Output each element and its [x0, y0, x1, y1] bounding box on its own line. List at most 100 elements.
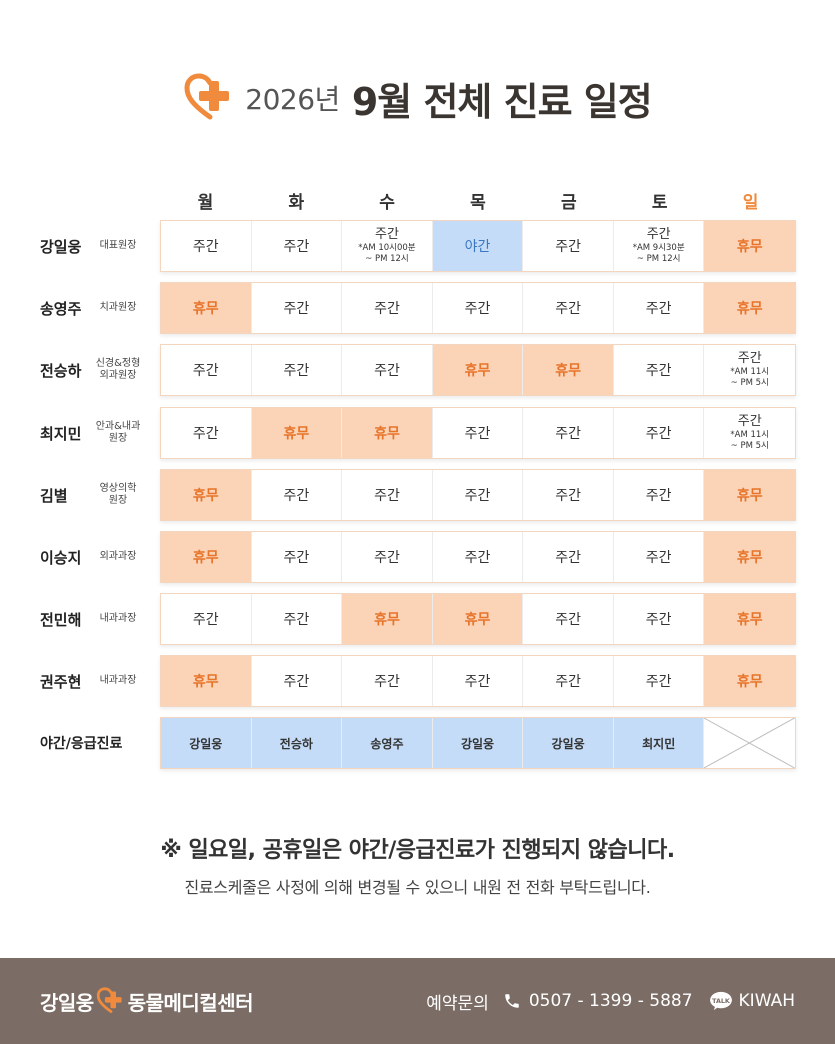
- doctor-name: 송영주: [40, 299, 82, 318]
- schedule-cell: 주간: [523, 532, 614, 582]
- cell-hours: ~ PM 12시: [365, 253, 409, 264]
- schedule-cell: 주간 *AM 9시30분 ~ PM 12시: [614, 221, 705, 271]
- title-main: 9월 전체 진료 일정: [351, 79, 653, 124]
- doctor-title: 대표원장: [88, 240, 148, 253]
- schedule-row: 휴무 주간 주간 주간 주간 주간 휴무: [160, 531, 796, 583]
- schedule-cell: 주간: [614, 345, 705, 395]
- doctor-title-line: 외과원장: [99, 370, 137, 381]
- schedule-cell: 휴무: [523, 345, 614, 395]
- cell-status: 휴무: [192, 301, 219, 317]
- emergency-doctor-cell: 강일웅: [432, 718, 524, 768]
- cell-status: 주간: [283, 550, 310, 566]
- cell-status: 주간: [645, 426, 672, 442]
- doctor-title-line: 안과&내과: [95, 420, 141, 432]
- schedule-cell: 주간 *AM 11시 ~ PM 5시: [704, 345, 795, 395]
- schedule-cell: 주간 *AM 10시00분 ~ PM 12시: [342, 221, 433, 271]
- schedule-cell: 주간: [252, 656, 343, 706]
- schedule-cell: 휴무: [704, 594, 796, 644]
- cell-hours: *AM 11시: [730, 366, 770, 377]
- schedule-cell: 주간: [252, 532, 343, 582]
- schedule-cell: 휴무: [342, 594, 433, 644]
- cross-out-icon: [704, 718, 796, 768]
- schedule-cell: 휴무: [704, 283, 796, 333]
- cell-status: 주간: [737, 351, 762, 367]
- doctor-label: 전민해 내과과장: [18, 593, 158, 645]
- schedule-cell: 주간: [252, 470, 343, 520]
- cell-status: 주간: [555, 301, 581, 317]
- doctor-label: 최지민 안과&내과 원장: [18, 407, 158, 459]
- doctor-label: 김별 영상의학 원장: [18, 469, 158, 521]
- schedule-cell: 휴무: [251, 408, 343, 458]
- cell-status: 휴무: [736, 612, 763, 628]
- schedule-cell: 주간: [523, 656, 614, 706]
- cell-status: 주간: [374, 488, 400, 504]
- doctor-name: 전승하: [40, 361, 82, 380]
- schedule-cell: 주간: [614, 594, 705, 644]
- schedule-cell: 주간: [342, 470, 433, 520]
- cell-status: 주간: [283, 612, 310, 628]
- cell-status: 주간: [646, 227, 671, 243]
- cell-status: 휴무: [192, 674, 219, 690]
- cell-status: 주간: [555, 239, 581, 255]
- phone-icon: [505, 994, 519, 1008]
- cell-status: 휴무: [736, 488, 763, 504]
- schedule-cell: 주간: [161, 594, 252, 644]
- emergency-doctor-cell: 송영주: [342, 718, 433, 768]
- brand-name-left: 강일웅: [40, 990, 94, 1015]
- schedule-cell: 휴무: [161, 656, 252, 706]
- cell-status: 주간: [464, 674, 491, 690]
- doctor-title-line: 외과과장: [99, 550, 137, 562]
- kakao-id[interactable]: KIWAH: [738, 991, 795, 1011]
- schedule-cell: 휴무: [704, 470, 796, 520]
- cell-status: 휴무: [555, 363, 581, 379]
- schedule-cell: 주간: [161, 408, 252, 458]
- cell-status: 휴무: [736, 674, 763, 690]
- doctor-title-line: 영상의학: [99, 482, 137, 494]
- cell-status: 주간: [283, 363, 310, 379]
- doctor-title-line: 원장: [108, 433, 128, 444]
- cell-status: 주간: [645, 363, 672, 379]
- schedule-cell: 휴무: [704, 656, 796, 706]
- schedule-cell: 주간: [252, 345, 343, 395]
- cell-status: 주간: [555, 550, 581, 566]
- schedule-cell: 주간: [614, 283, 705, 333]
- schedule-cell: 주간: [433, 283, 524, 333]
- cell-status: 휴무: [374, 612, 400, 628]
- doctor-name: 김별: [40, 486, 68, 505]
- cell-status: 주간: [555, 426, 581, 442]
- schedule-cell: 주간: [523, 408, 614, 458]
- kakaotalk-icon: TALK: [709, 991, 732, 1011]
- schedule-cell: 주간: [161, 221, 252, 271]
- schedule-cell: 주간: [523, 470, 614, 520]
- doctor-title: 안과&내과 원장: [88, 421, 148, 446]
- schedule-cell: 주간: [523, 283, 614, 333]
- schedule-cell: 주간: [342, 656, 433, 706]
- cell-status: 휴무: [464, 612, 491, 628]
- schedule-cell: 주간: [342, 532, 433, 582]
- phone-number[interactable]: 0507 - 1399 - 5887: [528, 991, 693, 1011]
- doctor-title: 외과과장: [88, 551, 148, 564]
- schedule-cell: 휴무: [432, 594, 524, 644]
- doctor-title: 내과과장: [88, 675, 148, 688]
- schedule-cell: 주간: [523, 594, 614, 644]
- cell-status: 휴무: [283, 426, 310, 442]
- cell-status: 주간: [283, 301, 310, 317]
- cell-hours: ~ PM 5시: [730, 440, 769, 451]
- doctor-title: 신경&정형 외과원장: [88, 358, 148, 383]
- cell-status: 주간: [464, 426, 491, 442]
- talk-badge-text: TALK: [712, 998, 731, 1005]
- schedule-cell: 주간: [614, 470, 705, 520]
- emergency-doctor-cell: 최지민: [613, 718, 705, 768]
- doctor-name: 이승지: [40, 548, 82, 567]
- cell-status: 주간: [555, 612, 581, 628]
- notice-change: 진료스케줄은 사정에 의해 변경될 수 있으니 내원 전 전화 부탁드립니다.: [184, 878, 651, 897]
- schedule-cell: 휴무: [161, 283, 252, 333]
- cell-status: 주간: [374, 227, 399, 243]
- cell-status: 휴무: [192, 550, 219, 566]
- brand-name-right: 동물메디컬센터: [127, 990, 254, 1015]
- emergency-doctor-cell: 전승하: [251, 718, 343, 768]
- schedule-row: 주간 주간 주간 *AM 10시00분 ~ PM 12시 야간 주간 주간 *AM 9시30분 ~…: [160, 220, 796, 272]
- schedule-row: 휴무 주간 주간 주간 주간 주간 휴무: [160, 469, 796, 521]
- doctor-title-line: 원장: [108, 495, 128, 506]
- doctor-title: 영상의학 원장: [88, 483, 148, 508]
